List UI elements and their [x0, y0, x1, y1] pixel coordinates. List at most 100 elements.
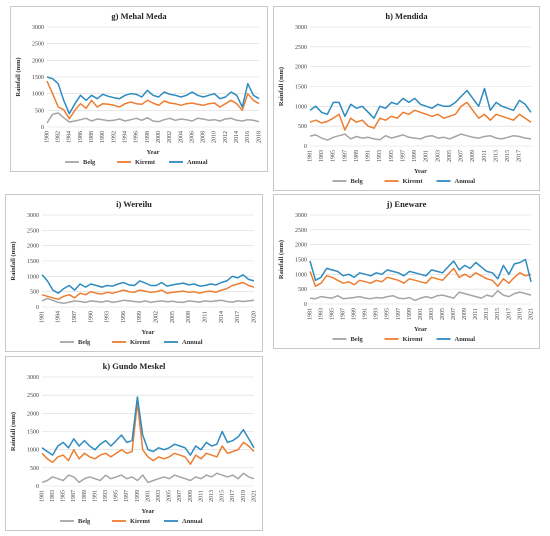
- x-tick-label: 1989: [82, 490, 88, 502]
- y-tick-label: 2000: [27, 411, 39, 417]
- x-axis-label: Year: [414, 168, 427, 175]
- x-tick-label: 2015: [495, 308, 501, 320]
- y-tick-label: 2500: [295, 228, 307, 234]
- y-axis-label: Rainfall (mm): [10, 412, 17, 451]
- x-tick-label: 2010: [212, 131, 218, 143]
- y-tick-label: 0: [41, 125, 44, 131]
- legend-label-belg: Belg: [351, 178, 364, 185]
- x-tick-label: 1993: [377, 150, 383, 162]
- chart-panel-j: j) Eneware 0 500 1000 1500 2000 2500 3000 1981 19…: [273, 194, 540, 349]
- x-tick-label: 1995: [114, 490, 120, 502]
- y-tick-label: 2000: [295, 65, 307, 71]
- x-tick-label: 2016: [245, 131, 251, 143]
- x-tick-label: 1989: [354, 150, 360, 162]
- x-tick-label: 2003: [435, 150, 441, 162]
- x-tick-label: 1994: [122, 131, 128, 143]
- chart-svg-g: g) Mehal Meda 0 500 1000 1500 2000 2500 3000 198…: [15, 11, 262, 166]
- x-tick-label: 2015: [505, 150, 511, 162]
- x-tick-label: 1999: [135, 490, 141, 502]
- x-tick-label: 1997: [396, 308, 402, 320]
- x-tick-label: 2005: [440, 308, 446, 320]
- x-tick-label: 1999: [137, 311, 143, 323]
- x-tick-label: 2021: [251, 490, 257, 502]
- x-tick-label: 2009: [462, 308, 468, 320]
- x-axis-label: Year: [147, 149, 160, 156]
- x-tick-label: 1981: [39, 311, 45, 323]
- x-tick-label: 1982: [56, 131, 62, 143]
- x-tick-label: 1999: [412, 150, 418, 162]
- legend-label-annual: Annual: [187, 159, 208, 166]
- y-tick-label: 2500: [27, 393, 39, 399]
- y-tick-label: 1500: [27, 259, 39, 265]
- x-tick-label: 1991: [92, 490, 98, 502]
- x-tick-label: 1987: [341, 308, 347, 320]
- chart-svg-h: h) Mendida 0 500 1000 1500 2000 2500 3000 1981 19…: [278, 11, 532, 185]
- chart-title: j) Eneware: [386, 199, 427, 209]
- x-tick-label: 1983: [319, 150, 325, 162]
- x-tick-label: 2007: [177, 490, 183, 502]
- y-tick-label: 3000: [295, 213, 307, 219]
- chart-svg-k: k) Gundo Meskel 0 500 1000 1500 2000 2500 3000 1…: [10, 361, 257, 525]
- x-tick-label: 1983: [318, 308, 324, 320]
- x-tick-label: 1991: [366, 150, 372, 162]
- x-tick-label: 2021: [528, 308, 534, 320]
- legend-label-kiremt: Kiremt: [403, 178, 424, 185]
- y-tick-label: 0: [36, 484, 39, 490]
- x-tick-label: 1988: [89, 131, 95, 143]
- x-tick-label: 1997: [400, 150, 406, 162]
- x-tick-label: 2005: [170, 311, 176, 323]
- chart-title: h) Mendida: [385, 11, 428, 21]
- x-tick-label: 2013: [493, 150, 499, 162]
- x-tick-label: 1995: [389, 150, 395, 162]
- legend-label-annual: Annual: [182, 339, 203, 346]
- y-tick-label: 500: [298, 287, 307, 293]
- x-tick-label: 1984: [56, 311, 62, 323]
- x-tick-label: 1991: [363, 308, 369, 320]
- x-tick-label: 2011: [198, 490, 204, 502]
- legend-label-kiremt: Kiremt: [130, 518, 151, 525]
- y-tick-label: 500: [30, 466, 39, 472]
- y-tick-label: 500: [30, 290, 39, 296]
- x-tick-label: 2004: [178, 131, 184, 143]
- x-tick-label: 1989: [352, 308, 358, 320]
- x-tick-label: 2012: [223, 131, 229, 143]
- x-tick-label: 2019: [241, 490, 247, 502]
- y-tick-label: 2000: [27, 244, 39, 250]
- x-tick-label: 2000: [156, 131, 162, 143]
- legend-label-kiremt: Kiremt: [403, 336, 424, 343]
- x-tick-label: 2011: [202, 311, 208, 323]
- x-tick-label: 1985: [61, 490, 67, 502]
- x-tick-label: 2008: [186, 311, 192, 323]
- x-tick-label: 1998: [145, 131, 151, 143]
- chart-title: g) Mehal Meda: [111, 11, 167, 21]
- legend-label-belg: Belg: [78, 518, 91, 525]
- x-tick-label: 2002: [154, 311, 160, 323]
- x-tick-label: 1996: [121, 311, 127, 323]
- y-tick-label: 1000: [295, 272, 307, 278]
- x-tick-label: 1996: [134, 131, 140, 143]
- y-tick-label: 3000: [295, 25, 307, 31]
- x-tick-label: 2017: [506, 308, 512, 320]
- y-tick-label: 1000: [32, 92, 44, 98]
- x-tick-label: 1990: [100, 131, 106, 143]
- chart-panel-i: i) Wereilu 0 500 1000 1500 2000 2500 3000 1981 19…: [5, 194, 263, 352]
- y-tick-label: 500: [298, 124, 307, 130]
- x-tick-label: 1997: [124, 490, 130, 502]
- x-tick-label: 2017: [517, 150, 523, 162]
- y-tick-label: 0: [36, 305, 39, 311]
- x-tick-label: 2005: [447, 150, 453, 162]
- legend-label-belg: Belg: [351, 336, 364, 343]
- x-tick-label: 2009: [188, 490, 194, 502]
- x-tick-label: 1999: [407, 308, 413, 320]
- series-line-kiremt: [41, 401, 255, 465]
- x-tick-label: 1984: [67, 131, 73, 143]
- x-tick-label: 1980: [44, 131, 50, 143]
- x-tick-label: 1993: [103, 490, 109, 502]
- series-line-kiremt: [41, 281, 255, 301]
- chart-svg-i: i) Wereilu 0 500 1000 1500 2000 2500 3000 1981 19…: [10, 199, 257, 346]
- legend-label-kiremt: Kiremt: [135, 159, 156, 166]
- series-line-annual: [41, 396, 255, 456]
- x-tick-label: 2014: [219, 311, 225, 323]
- x-tick-label: 2013: [484, 308, 490, 320]
- legend-label-annual: Annual: [455, 178, 476, 185]
